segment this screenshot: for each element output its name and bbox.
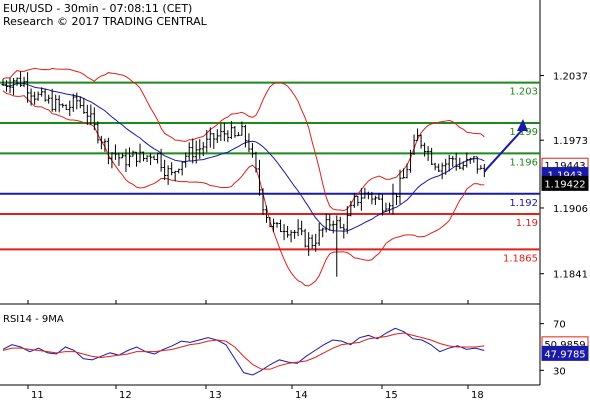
price-tag-label: 1.19443: [544, 161, 585, 172]
rsi-y-tick-label: 30: [553, 366, 566, 377]
forecast-arrow-line: [483, 128, 524, 173]
price-panel: 1.203 1.199 1.196 1.192 1.19 1.1865 1.2037 1.1…: [0, 0, 589, 385]
level-label-resistance: 1.196: [509, 157, 538, 168]
level-label-support: 1.19: [516, 218, 538, 229]
moving-average-line: [2, 83, 485, 232]
x-tick-label: 11: [31, 390, 44, 400]
chart-subtitle: Research © 2017 TRADING CENTRAL: [3, 15, 208, 28]
forecast-arrow-head: [516, 119, 528, 132]
rsi-line: [2, 327, 485, 376]
level-label-support: 1.1865: [503, 253, 538, 264]
x-axis-ticks: 11 12 13 14 15 18: [27, 300, 484, 400]
moving-average-layer: [2, 83, 485, 232]
rsi-y-ticks: 70 30: [540, 320, 566, 377]
y-tick-label: 1.1973: [553, 136, 588, 147]
price-y-ticks: 1.2037 1.1973 1.1906 1.1841: [540, 71, 588, 281]
bollinger-lower-line: [2, 90, 485, 287]
level-label-resistance: 1.199: [509, 127, 538, 138]
x-tick-label: 18: [471, 390, 484, 400]
rsi-tag-label: 50.9859: [544, 340, 585, 351]
x-tick-label: 14: [295, 390, 308, 400]
x-tick-label: 13: [209, 390, 222, 400]
y-tick-label: 1.1841: [553, 270, 588, 281]
forecast-arrow-layer: [483, 119, 528, 173]
level-label-resistance: 1.203: [509, 87, 538, 98]
level-label-pivot: 1.192: [509, 198, 538, 209]
rsi-ma-line: [2, 332, 485, 370]
rsi-tag-blue: [541, 345, 589, 361]
y-tick-label: 1.1906: [553, 204, 588, 215]
rsi-lines-layer: [2, 327, 485, 376]
x-tick-label: 12: [119, 390, 132, 400]
chart-title: EUR/USD - 30min - 07:08:11 (CET): [3, 2, 192, 15]
rsi-tag-label: 47.9785: [544, 349, 585, 360]
candles-layer: [1, 71, 486, 277]
y-tick-label: 1.2037: [553, 71, 588, 82]
bollinger-upper-line: [2, 67, 485, 212]
rsi-y-tick-label: 70: [553, 320, 566, 331]
rsi-title: RSI14 - 9MA: [3, 314, 64, 325]
x-tick-label: 15: [385, 390, 398, 400]
bollinger-bands-layer: [2, 67, 485, 287]
price-tag-black: [541, 175, 589, 191]
price-tag-label: 1.19422: [544, 179, 585, 190]
